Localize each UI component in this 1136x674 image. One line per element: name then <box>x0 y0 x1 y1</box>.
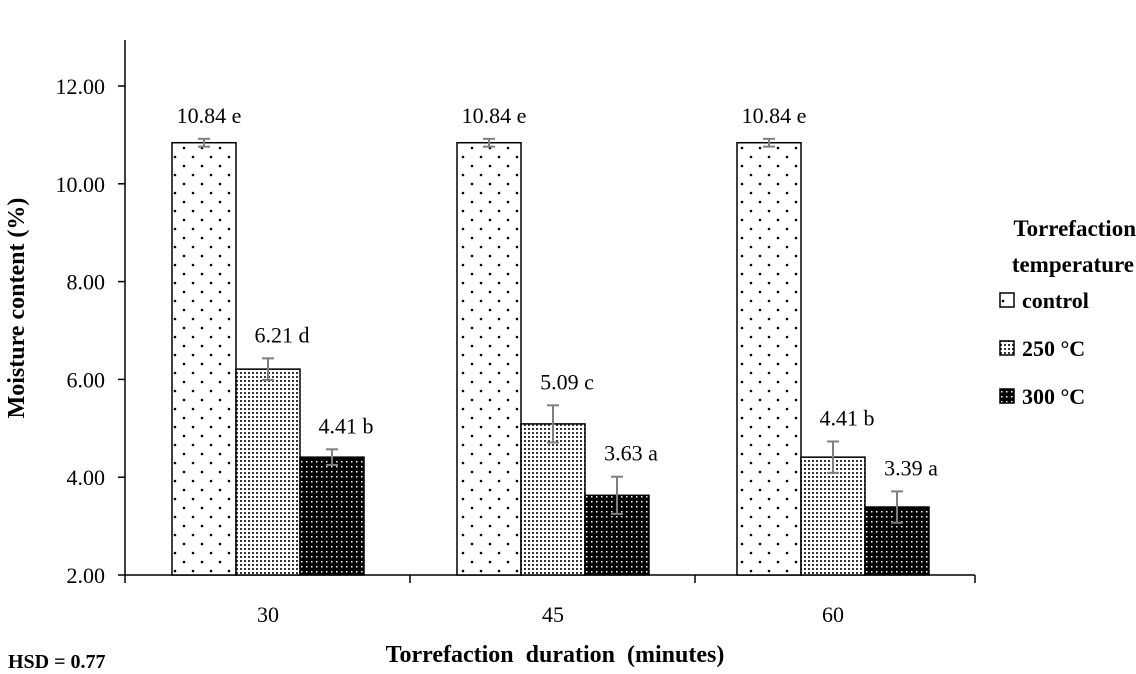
data-label: 10.84 e <box>462 103 527 128</box>
legend-swatch <box>999 292 1015 308</box>
legend-swatch <box>999 388 1015 404</box>
bars-group <box>171 141 930 576</box>
error-bar <box>483 137 495 148</box>
legend-item: 250 °C <box>999 336 1085 361</box>
bar-300-c-30 <box>299 456 365 576</box>
legend-title-line2: temperature <box>1012 252 1134 277</box>
legend: Torrefaction temperature control 250 °C 30… <box>999 216 1136 409</box>
data-label: 4.41 b <box>820 406 875 431</box>
legend-label: 300 °C <box>1022 384 1085 409</box>
legend-label: control <box>1022 288 1089 313</box>
bar-250-c-30 <box>235 368 301 576</box>
x-axis-title: Torrefaction duration (minutes) <box>386 642 725 668</box>
x-tick-label: 30 <box>257 602 279 627</box>
legend-item: 300 °C <box>999 384 1085 409</box>
data-label: 4.41 b <box>319 413 374 438</box>
data-label: 5.09 c <box>540 369 594 394</box>
error-bar <box>827 440 839 474</box>
data-label: 3.63 a <box>604 441 658 466</box>
y-tick-label: 6.00 <box>67 367 106 392</box>
y-tick-label: 10.00 <box>56 172 106 197</box>
bar-control-60 <box>736 141 802 576</box>
y-tick-label: 8.00 <box>67 270 106 295</box>
y-axis-title: Moisture content (%) <box>4 198 30 419</box>
legend-item: control <box>999 288 1089 313</box>
legend-swatch <box>999 340 1015 356</box>
x-tick-label: 45 <box>542 602 564 627</box>
error-bars-group <box>198 137 903 524</box>
x-ticks: 30 45 60 <box>124 575 976 627</box>
y-tick-label: 4.00 <box>67 465 106 490</box>
legend-title-line1: Torrefaction <box>1013 216 1136 241</box>
y-tick-label: 2.00 <box>67 563 106 588</box>
bar-control-45 <box>456 141 522 576</box>
error-bar <box>198 137 210 148</box>
error-bar <box>326 448 338 466</box>
data-label: 6.21 d <box>255 322 310 347</box>
error-bar <box>547 404 559 444</box>
error-bar <box>611 475 623 515</box>
data-labels-group: 10.84 e 10.84 e 10.84 e 6.21 d 5.09 c 4.41 b 4… <box>177 103 939 481</box>
legend-label: 250 °C <box>1022 336 1085 361</box>
y-tick-label: 12.00 <box>56 74 106 99</box>
error-bar <box>262 357 274 381</box>
hsd-annotation: HSD = 0.77 <box>8 651 106 673</box>
data-label: 10.84 e <box>742 103 807 128</box>
data-label: 10.84 e <box>177 103 242 128</box>
error-bar <box>891 490 903 524</box>
data-label: 3.39 a <box>884 455 938 480</box>
y-ticks: 2.00 4.00 6.00 8.00 10.00 12.00 <box>56 74 125 588</box>
error-bar <box>763 137 775 148</box>
bar-250-c-60 <box>800 456 866 576</box>
x-tick-label: 60 <box>822 602 844 627</box>
bar-250-c-45 <box>520 423 586 576</box>
bar-control-30 <box>171 141 237 576</box>
